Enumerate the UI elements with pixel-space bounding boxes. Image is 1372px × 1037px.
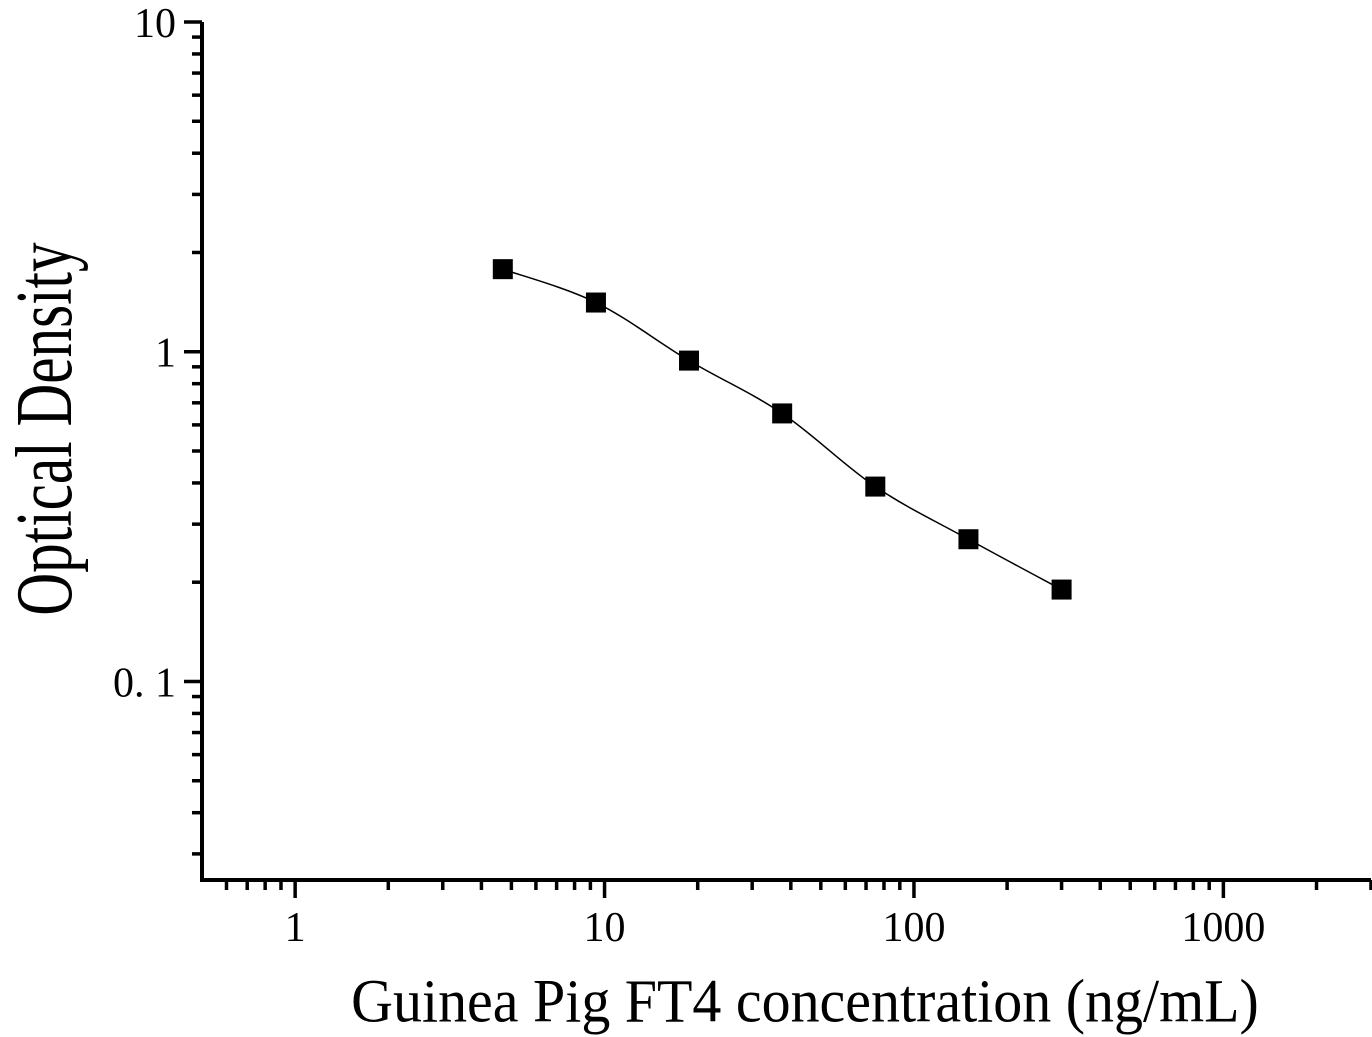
y-axis-ticks <box>184 20 202 856</box>
y-axis-title: Optical Density <box>1 242 89 616</box>
x-axis-ticks <box>224 880 1372 898</box>
data-point-marker <box>772 403 793 424</box>
data-point-marker <box>1051 579 1072 600</box>
data-point-marker <box>679 350 700 371</box>
x-axis-title: Guinea Pig FT4 concentration (ng/mL) <box>351 968 1259 1036</box>
x-tick-label: 1 <box>285 905 306 951</box>
data-point-markers <box>492 259 1072 600</box>
x-tick-label: 100 <box>882 905 945 951</box>
y-tick-label: 10 <box>134 1 176 47</box>
y-tick-label: 0. 1 <box>113 660 176 706</box>
axes-spines <box>200 22 1371 882</box>
data-point-marker <box>585 292 606 313</box>
data-point-marker <box>492 259 513 280</box>
y-tick-label: 1 <box>155 331 176 377</box>
data-point-marker <box>865 476 886 497</box>
x-tick-label: 1000 <box>1181 905 1265 951</box>
x-tick-label: 10 <box>584 905 626 951</box>
data-point-marker <box>958 529 979 550</box>
